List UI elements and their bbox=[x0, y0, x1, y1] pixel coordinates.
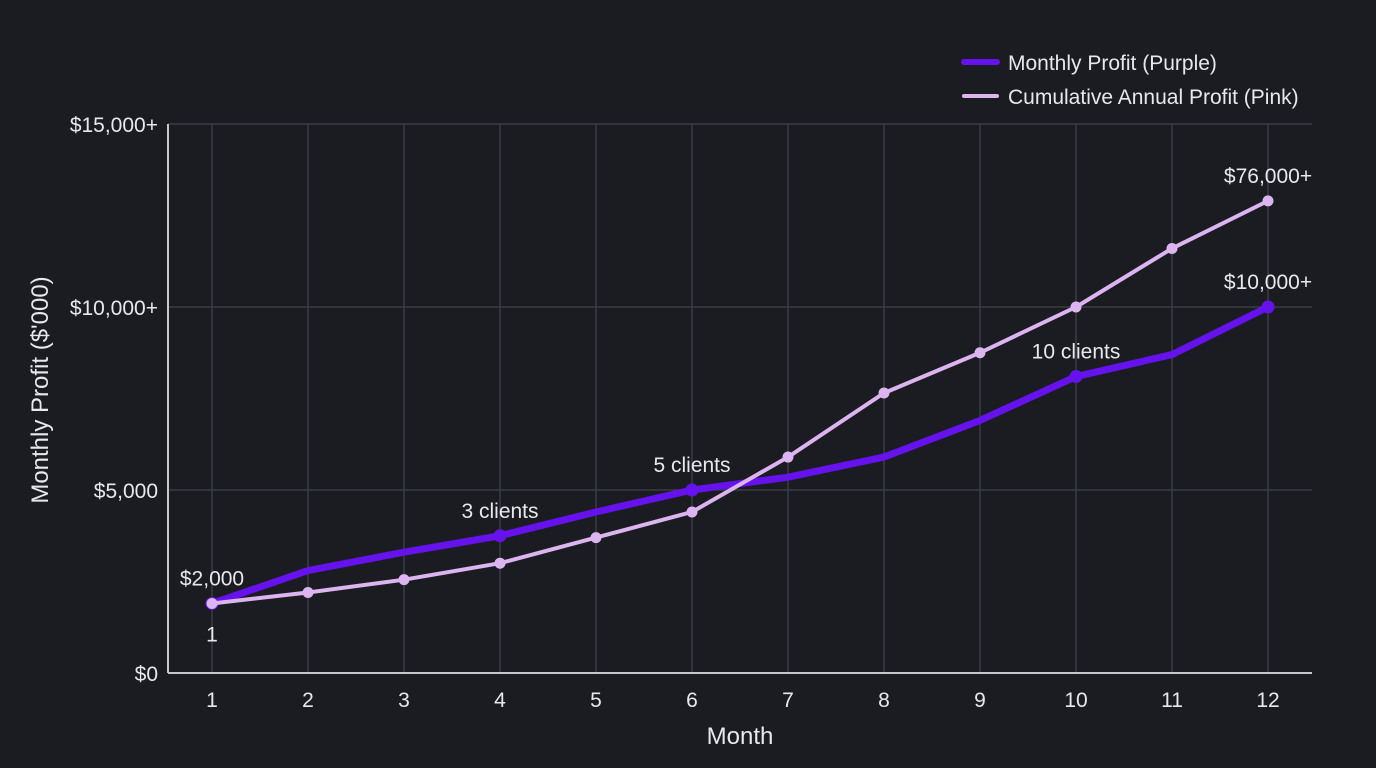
y-axis-label: Monthly Profit ($'000) bbox=[27, 276, 54, 503]
legend: Monthly Profit (Purple) Cumulative Annual… bbox=[961, 52, 1299, 109]
data-point bbox=[590, 532, 602, 544]
x-tick-label: 10 bbox=[1064, 689, 1087, 712]
x-axis-label: Month bbox=[707, 723, 774, 750]
x-tick-label: 7 bbox=[782, 689, 794, 712]
data-point bbox=[878, 387, 890, 399]
y-tick-label: $15,000+ bbox=[70, 114, 158, 137]
x-tick-label: 8 bbox=[878, 689, 890, 712]
axes: $0$5,000$10,000+$15,000+1 2 3 4 5 6 7 8 9 10 11 12 bbox=[70, 114, 1312, 712]
data-point bbox=[685, 483, 699, 497]
data-point bbox=[782, 451, 794, 463]
x-tick-label: 5 bbox=[590, 689, 602, 712]
data-point bbox=[974, 347, 986, 359]
data-point bbox=[493, 529, 507, 543]
annotation-label: 3 clients bbox=[461, 500, 538, 523]
data-point bbox=[206, 597, 218, 609]
x-tick-label: 2 bbox=[302, 689, 314, 712]
data-point bbox=[302, 586, 314, 598]
x-tick-label: 3 bbox=[398, 689, 410, 712]
data-point bbox=[1261, 300, 1275, 314]
data-point bbox=[494, 557, 506, 569]
data-point bbox=[1070, 301, 1082, 313]
annotation-label: $76,000+ bbox=[1224, 165, 1312, 188]
annotation-label: 1 bbox=[206, 623, 218, 646]
annotation-label: 10 clients bbox=[1032, 341, 1121, 364]
series-line bbox=[210, 198, 1270, 606]
series-group bbox=[205, 195, 1275, 610]
y-tick-label: $0 bbox=[135, 663, 158, 686]
y-tick-label: $5,000 bbox=[94, 480, 158, 503]
x-tick-label: 12 bbox=[1256, 689, 1279, 712]
data-point bbox=[686, 506, 698, 518]
annotation-label: $2,000 bbox=[180, 567, 244, 590]
y-tick-label: $10,000+ bbox=[70, 297, 158, 320]
annotation-label: $10,000+ bbox=[1224, 271, 1312, 294]
x-tick-label: 11 bbox=[1161, 689, 1183, 712]
x-tick-label: 9 bbox=[974, 689, 986, 712]
x-tick-label: 4 bbox=[494, 689, 506, 712]
annotations: $2,000 1 3 clients 5 clients 10 clients $10,0… bbox=[180, 165, 1312, 647]
annotation-label: 5 clients bbox=[653, 454, 730, 477]
data-point bbox=[1262, 195, 1274, 207]
data-point bbox=[398, 574, 410, 586]
x-tick-label: 1 bbox=[206, 689, 218, 712]
legend-label: Monthly Profit (Purple) bbox=[1008, 52, 1217, 75]
data-point bbox=[1069, 370, 1083, 384]
series-cumulative-profit bbox=[206, 195, 1274, 609]
grid bbox=[168, 123, 1312, 673]
legend-label: Cumulative Annual Profit (Pink) bbox=[1008, 86, 1299, 109]
x-tick-label: 6 bbox=[686, 689, 698, 712]
data-point bbox=[1166, 242, 1178, 254]
